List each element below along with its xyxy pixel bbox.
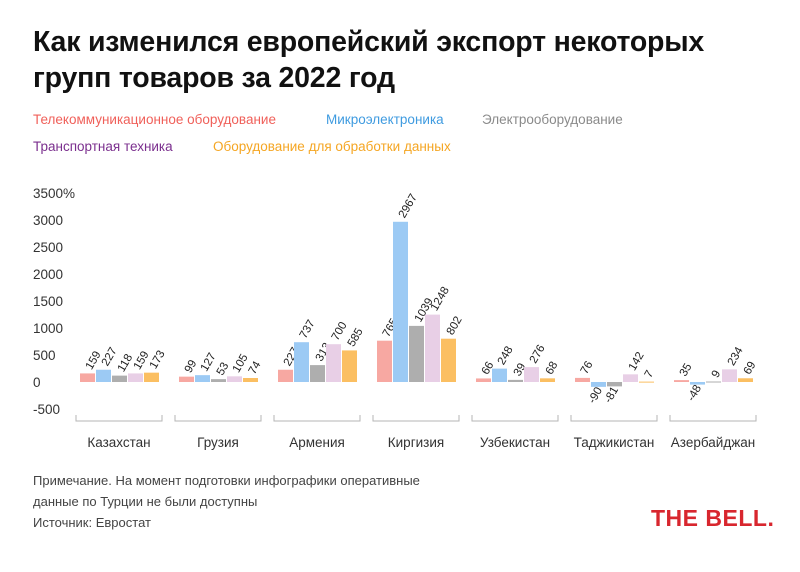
bar (179, 376, 194, 382)
data-label: 76 (579, 359, 596, 376)
data-label: 99 (183, 358, 200, 375)
y-tick-label: 2000 (33, 267, 63, 282)
data-label: 1248 (429, 285, 452, 313)
x-tick-label: Киргизия (388, 435, 444, 450)
x-tick-label: Азербайджан (671, 435, 755, 450)
bar (575, 377, 590, 382)
data-label: 68 (544, 360, 561, 377)
category-bracket (471, 415, 559, 422)
legend-item-electro: Электрооборудование (482, 112, 623, 127)
bar (623, 374, 638, 382)
bar (690, 382, 705, 385)
category-bracket (372, 415, 460, 422)
bar (706, 381, 721, 383)
data-label: 173 (148, 349, 168, 372)
data-label: -48 (685, 383, 704, 403)
bar (227, 376, 242, 382)
bar (674, 380, 689, 382)
bar (722, 369, 737, 382)
x-tick-label: Узбекистан (480, 435, 550, 450)
bar (294, 342, 309, 382)
bar (738, 378, 753, 382)
bar (409, 325, 424, 382)
bar (492, 368, 507, 382)
legend-item-dataproc: Оборудование для обработки данных (213, 139, 451, 154)
bar (310, 365, 325, 382)
bar (96, 369, 111, 382)
bar (112, 375, 127, 382)
source: Источник: Евростат (33, 515, 151, 530)
y-tick-label: 500 (33, 348, 56, 363)
data-label: 2967 (397, 192, 420, 220)
y-tick-label: -500 (33, 402, 60, 417)
data-label: 159 (132, 349, 152, 372)
bar (195, 375, 210, 382)
data-label: 74 (247, 359, 264, 377)
category-bracket (669, 415, 757, 422)
bar (377, 340, 392, 382)
bar (476, 378, 491, 382)
category-bracket (174, 415, 262, 422)
data-label: 248 (496, 344, 516, 367)
bar (278, 369, 293, 382)
bar (441, 338, 456, 382)
y-tick-label: 3000 (33, 213, 63, 228)
data-label: 802 (445, 315, 465, 338)
data-label: 69 (742, 360, 759, 377)
x-tick-label: Казахстан (87, 435, 150, 450)
y-tick-label: 0 (33, 375, 41, 390)
y-tick-label: 1000 (33, 321, 63, 336)
legend-item-telecom: Телекоммуникационное оборудование (33, 112, 276, 127)
bar (243, 378, 258, 382)
chart-title: Как изменился европейский экспорт некото… (33, 26, 705, 94)
note: Примечание. На момент подготовки инфогра… (33, 473, 420, 509)
x-tick-label: Таджикистан (574, 435, 655, 450)
bar (393, 221, 408, 382)
data-label: 9 (710, 368, 724, 380)
data-label: 234 (726, 345, 746, 368)
bar (326, 344, 341, 382)
the-bell-logo: THE BELL. (651, 505, 775, 531)
bar (639, 381, 654, 383)
bar (342, 350, 357, 382)
bar (540, 378, 555, 382)
legend-item-micro: Микроэлектроника (326, 112, 444, 127)
data-label: 276 (528, 343, 548, 366)
data-label: -90 (586, 385, 605, 405)
data-label: -81 (602, 385, 621, 405)
data-label: 737 (298, 318, 318, 341)
data-label: 35 (678, 362, 695, 379)
y-tick-label: 2500 (33, 240, 63, 255)
bar (524, 367, 539, 382)
bar (425, 314, 440, 382)
bar (144, 372, 159, 382)
data-label: 142 (627, 350, 647, 373)
x-tick-label: Армения (289, 435, 345, 450)
bar (591, 382, 606, 387)
bar (211, 379, 226, 382)
bar (128, 373, 143, 382)
x-tick-label: Грузия (197, 435, 239, 450)
y-tick-label: 3500% (33, 186, 75, 201)
bar (80, 373, 95, 382)
category-bracket (570, 415, 658, 422)
data-label: 53 (215, 361, 232, 378)
data-label: 585 (346, 326, 366, 349)
y-tick-label: 1500 (33, 294, 63, 309)
bar (607, 382, 622, 387)
bar (508, 379, 523, 382)
category-bracket (75, 415, 163, 422)
category-bracket (273, 415, 361, 422)
data-label: 7 (643, 369, 657, 381)
legend-item-transport: Транспортная техника (33, 139, 173, 154)
